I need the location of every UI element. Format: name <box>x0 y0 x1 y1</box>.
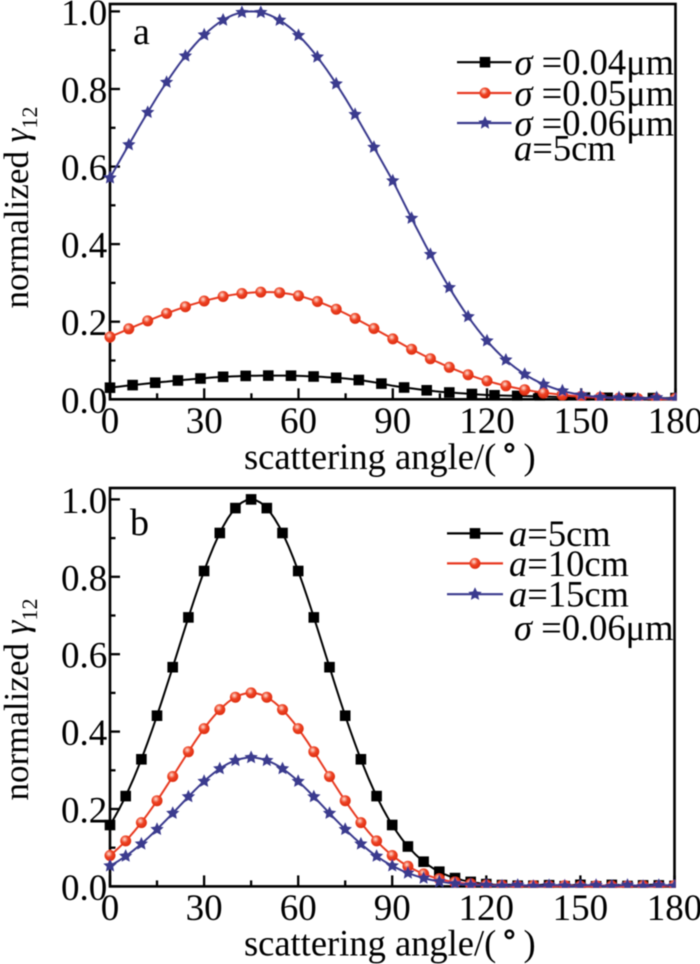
svg-text:0.6: 0.6 <box>61 148 107 189</box>
svg-text:0.2: 0.2 <box>61 791 107 832</box>
svg-text:scattering angle/(: scattering angle/( <box>244 923 496 964</box>
svg-text:60: 60 <box>280 888 317 929</box>
svg-text:0: 0 <box>101 888 120 929</box>
svg-text:normalized γ12: normalized γ12 <box>0 107 42 309</box>
svg-text:scattering angle/(: scattering angle/( <box>244 436 496 477</box>
svg-text:180: 180 <box>648 401 700 442</box>
svg-text:a=5cm: a=5cm <box>509 513 611 554</box>
svg-text:90: 90 <box>374 888 411 929</box>
svg-text:120: 120 <box>459 401 515 442</box>
svg-text:σ =0.06μm: σ =0.06μm <box>514 607 674 648</box>
svg-text:120: 120 <box>459 888 515 929</box>
svg-text:0.6: 0.6 <box>61 636 107 677</box>
svg-text:σ =0.05μm: σ =0.05μm <box>515 73 675 114</box>
svg-text:90: 90 <box>374 401 411 442</box>
svg-text:σ =0.04μm: σ =0.04μm <box>515 42 675 83</box>
svg-text:0.0: 0.0 <box>61 868 107 909</box>
svg-text:0.8: 0.8 <box>61 71 107 112</box>
svg-text:0.0: 0.0 <box>61 381 107 422</box>
svg-text:b: b <box>130 502 149 544</box>
svg-text:180: 180 <box>647 888 700 929</box>
svg-text:60: 60 <box>280 401 317 442</box>
svg-text:150: 150 <box>553 401 609 442</box>
svg-text:0.4: 0.4 <box>61 226 107 267</box>
svg-text:normalized γ12: normalized γ12 <box>0 599 42 801</box>
svg-text:a: a <box>133 11 150 53</box>
svg-text:0: 0 <box>101 401 120 442</box>
svg-text:a=10cm: a=10cm <box>509 543 629 584</box>
svg-text:): ) <box>524 436 536 477</box>
svg-text:0.4: 0.4 <box>61 713 107 754</box>
svg-text:1.0: 1.0 <box>61 0 107 34</box>
svg-text:a=5cm: a=5cm <box>514 128 616 169</box>
svg-text:0.2: 0.2 <box>61 303 107 344</box>
svg-text:a=15cm: a=15cm <box>509 574 629 615</box>
svg-text:0.8: 0.8 <box>61 558 107 599</box>
svg-text:1.0: 1.0 <box>61 481 107 522</box>
svg-text:30: 30 <box>186 888 223 929</box>
svg-text:30: 30 <box>186 401 223 442</box>
svg-text:150: 150 <box>553 888 609 929</box>
svg-text:): ) <box>524 923 536 964</box>
svg-text:σ =0.06μm: σ =0.06μm <box>515 103 675 144</box>
